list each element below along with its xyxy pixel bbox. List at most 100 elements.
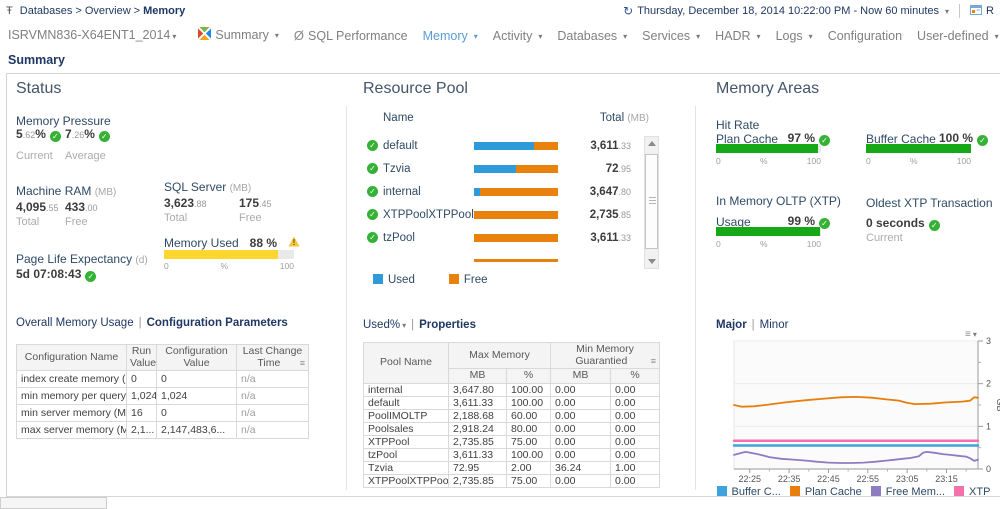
table-cell: default [363, 395, 449, 410]
table-cell: 100.00 [506, 447, 551, 462]
sql-server-free: 175.45 [239, 196, 272, 210]
scrollbar-thumb[interactable] [645, 154, 658, 249]
ok-check-icon: ✓ [98, 131, 110, 142]
pool-properties-table: Pool Name Max Memory Min Memory Guarantied… [363, 342, 661, 488]
pool-row[interactable]: ✓ internal 3,647.80 [367, 180, 631, 203]
scrollbar[interactable] [644, 136, 659, 269]
free-segment [474, 210, 558, 219]
tab-major[interactable]: Major [716, 319, 747, 331]
pool-total: 72.95 [605, 162, 631, 175]
chart-legend-item[interactable]: Plan Cache [789, 486, 862, 498]
table-row[interactable]: min server memory (MB) 16 0 n/a [16, 404, 309, 422]
page-title: Summary [8, 53, 65, 67]
legend-label: Free Mem... [885, 486, 946, 498]
tab-overall-memory-usage[interactable]: Overall Memory Usage [16, 317, 134, 329]
nav-item-services[interactable]: Services ▾ [642, 29, 700, 43]
nav-item-logs[interactable]: Logs ▾ [776, 29, 813, 43]
column-subheader[interactable]: % [609, 368, 661, 384]
usage-row: Usage 99 % ✓ [716, 214, 830, 229]
oldest-xtp-transaction-value: 0 seconds ✓ [866, 216, 940, 231]
table-row[interactable]: PoolIMOLTP 2,188.68 60.00 0.00 0.00 [363, 408, 661, 423]
table-cell: 0 [156, 404, 237, 422]
ok-check-icon: ✓ [367, 209, 378, 220]
column-header[interactable]: Pool Name [363, 342, 449, 384]
scrollbar-down-arrow[interactable] [645, 255, 658, 268]
breadcrumb-item-overview[interactable]: Overview [84, 5, 131, 17]
table-cell: 2,735.85 [448, 434, 507, 449]
column-group-header[interactable]: Max Memory [448, 342, 551, 369]
column-subheader[interactable]: % [506, 368, 551, 384]
reports-label[interactable]: R [986, 5, 994, 17]
table-row[interactable]: max server memory (MB)2,1...2,147,483,6.… [16, 421, 309, 439]
server-selector[interactable]: ISRVMN836-X64ENT1_2014 ▾ [8, 28, 177, 42]
table-row[interactable]: Tzvia 72.95 2.00 36.24 1.00 [363, 460, 661, 475]
table-row[interactable]: internal 3,647.80 100.00 0.00 0.00 [363, 382, 661, 397]
pool-name: internal [383, 185, 421, 198]
table-cell: 3,611.33 [448, 447, 507, 462]
column-header[interactable]: Configuration Value [156, 344, 237, 371]
usage-gauge [716, 227, 821, 236]
buffer-cache-row: Buffer Cache 100 % ✓ [866, 131, 988, 146]
used-segment [474, 187, 480, 196]
column-subheader[interactable]: MB [448, 368, 507, 384]
column-group-header[interactable]: Min Memory Guarantied ≡ [549, 342, 661, 369]
tab-minor[interactable]: Minor [759, 319, 789, 331]
svg-text:22:45: 22:45 [817, 474, 840, 484]
tab-configuration-parameters[interactable]: Configuration Parameters [146, 317, 288, 329]
table-cell: 0.00 [609, 395, 661, 410]
pool-row[interactable]: ✓ Tzvia 72.95 [367, 157, 631, 180]
breadcrumb-item-databases[interactable]: Databases [19, 5, 73, 17]
table-row[interactable]: index create memory (KB)00n/a [16, 370, 309, 388]
column-menu-icon[interactable]: ≡ [299, 357, 305, 368]
table-cell: min memory per query (KB) [16, 387, 127, 405]
nav-item-label: Configuration [827, 29, 903, 43]
table-cell: tzPool [363, 447, 449, 462]
column-subheader[interactable]: MB [550, 368, 611, 384]
nav-item-memory[interactable]: Memory ▾ [423, 29, 478, 43]
table-row[interactable]: tzPool 3,611.33 100.00 0.00 0.00 [363, 447, 661, 462]
pool-row[interactable]: ✓ tzPool 3,611.33 [367, 226, 631, 249]
table-row[interactable]: XTPPool 2,735.85 75.00 0.00 0.00 [363, 434, 661, 449]
table-cell: 3,611.33 [448, 395, 507, 410]
pool-row[interactable]: ✓ XTPPoolXTPPool 2,735.85 [367, 203, 631, 226]
table-cell: 2.00 [506, 460, 551, 475]
legend-free: Free [448, 274, 488, 286]
svg-text:22:55: 22:55 [857, 474, 880, 484]
nav-item-activity[interactable]: Activity ▾ [493, 29, 543, 43]
table-cell: 0.00 [550, 447, 611, 462]
pool-total-header: Total (MB) [599, 112, 649, 124]
table-cell: 0.00 [609, 434, 661, 449]
hierarchy-up-icon[interactable]: Ŧ [6, 5, 13, 17]
tab-used-pct[interactable]: Used% ▾ [363, 319, 407, 331]
table-cell: 2,1... [126, 421, 157, 439]
scrollbar-up-arrow[interactable] [645, 137, 658, 150]
time-range-selector[interactable]: ↻ Thursday, December 18, 2014 10:22:00 P… [623, 4, 994, 18]
nav-item-user-defined[interactable]: User-defined ▾ [917, 29, 999, 43]
table-row[interactable]: XTPPoolXTPPool 2,735.85 75.00 0.00 0.00 [363, 473, 661, 488]
nav-item-hadr[interactable]: HADR ▾ [715, 29, 760, 43]
column-header[interactable]: Last Change Time ≡ [236, 344, 309, 371]
chart-legend-item[interactable]: Buffer C... [716, 486, 781, 498]
reports-icon[interactable] [970, 4, 983, 18]
column-menu-icon[interactable]: ≡ [650, 355, 657, 366]
table-row[interactable]: default 3,611.33 100.00 0.00 0.00 [363, 395, 661, 410]
pool-row[interactable]: ✓ default 3,611.33 [367, 134, 631, 157]
nav-item-configuration[interactable]: Configuration [828, 29, 902, 43]
nav-item-sql-performance[interactable]: Ø SQL Performance [294, 28, 408, 43]
table-row[interactable]: Poolsales 2,918.24 80.00 0.00 0.00 [363, 421, 661, 436]
column-header[interactable]: Configuration Name [16, 344, 127, 371]
chart-menu-icon[interactable]: ≡ ▾ [965, 329, 977, 340]
pool-used-free-bar [474, 141, 558, 150]
chart-legend-item[interactable]: Free Mem... [870, 486, 946, 498]
table-cell: max server memory (MB) [16, 421, 127, 439]
nav-item-summary[interactable]: Summary ▾ [198, 27, 279, 43]
nav-item-label: Memory [422, 29, 468, 43]
total-caption: Total [164, 212, 188, 224]
memory-areas-chart[interactable]: 0 1 2 3 22:25 22:35 22:45 22:55 23:05 23:15 GB [706, 326, 1000, 484]
nav-item-databases[interactable]: Databases ▾ [557, 29, 627, 43]
used-swatch [373, 274, 383, 284]
column-header[interactable]: Run Value [126, 344, 157, 371]
chart-legend-item[interactable]: XTP [954, 486, 990, 498]
tab-properties[interactable]: Properties [419, 319, 476, 331]
